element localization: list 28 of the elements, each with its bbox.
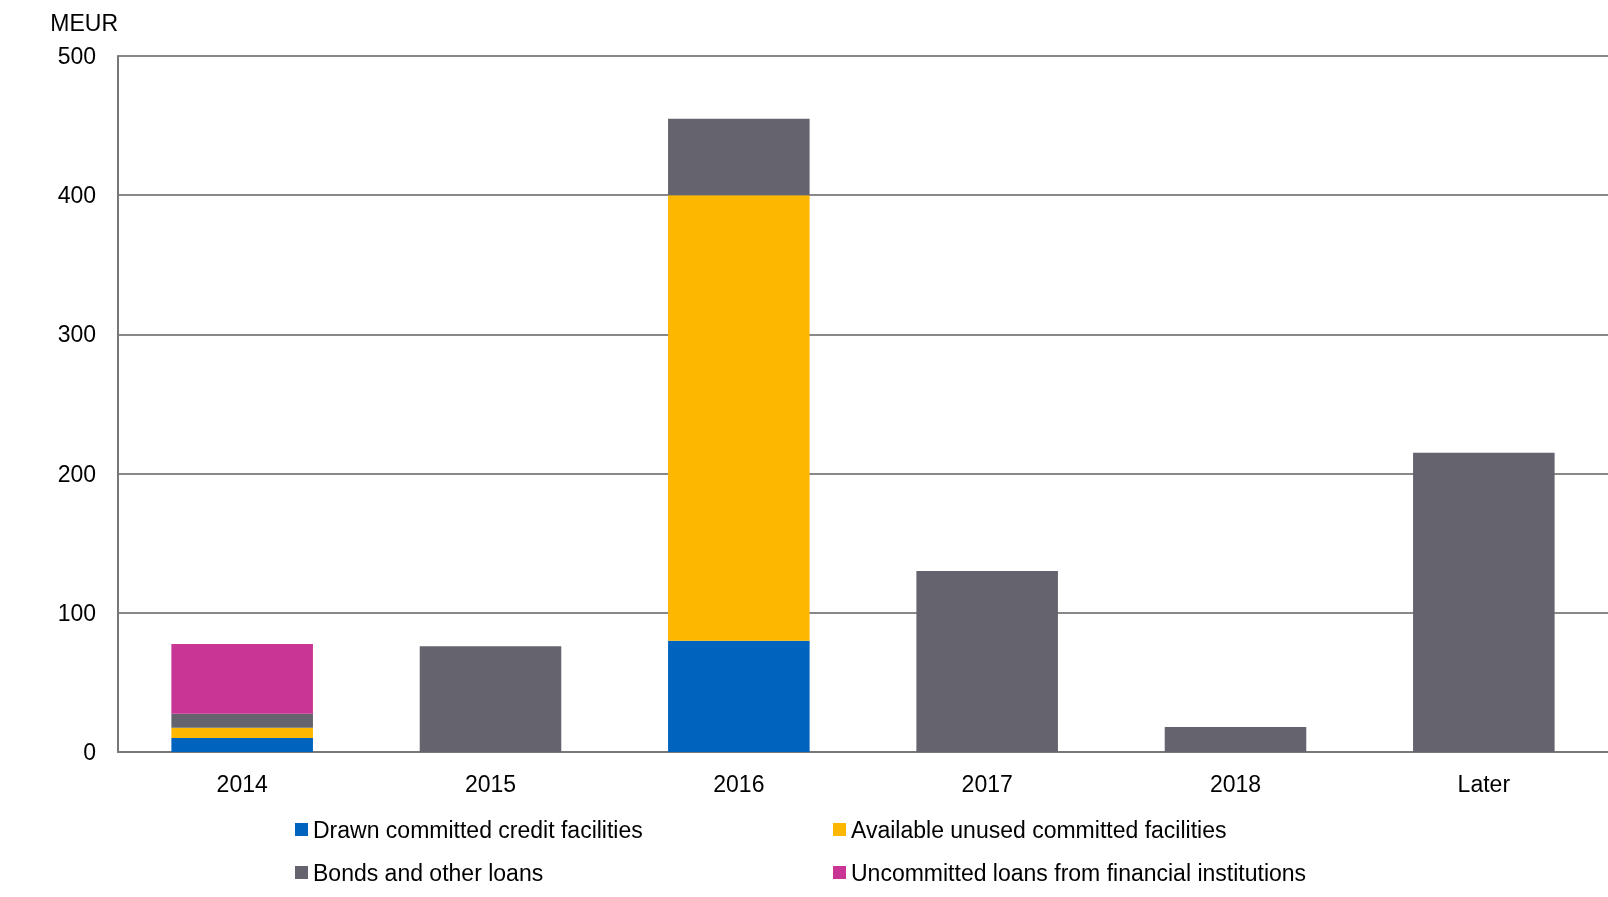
- y-tick-label: 0: [83, 739, 96, 765]
- bar: [419, 646, 562, 752]
- legend-label: Drawn committed credit facilities: [313, 816, 643, 843]
- y-tick-label: 500: [57, 43, 96, 69]
- bar: [171, 738, 313, 752]
- x-tick-label: 2016: [713, 770, 765, 797]
- x-tick-label: 2018: [1209, 770, 1262, 797]
- bar: [668, 195, 810, 641]
- bar: [668, 118, 810, 196]
- legend-label: Uncommitted loans from financial institutions: [851, 859, 1307, 886]
- y-tick-label: 400: [57, 182, 96, 209]
- bar: [1164, 726, 1307, 752]
- bar: [171, 713, 313, 728]
- x-tick-label: 2015: [464, 770, 517, 797]
- bar: [1413, 452, 1555, 752]
- x-tick-label: Later: [1457, 770, 1511, 797]
- legend-label: Available unused committed facilities: [851, 816, 1227, 843]
- x-tick-label: 2017: [961, 770, 1013, 797]
- y-axis-title: MEUR: [50, 9, 118, 36]
- x-tick-label: 2014: [216, 770, 268, 797]
- bar: [171, 644, 313, 714]
- y-tick-label: 300: [57, 321, 96, 348]
- bar: [916, 571, 1058, 752]
- y-tick-label: 200: [57, 460, 96, 487]
- bar: [668, 640, 810, 752]
- legend-label: Bonds and other loans: [313, 859, 544, 886]
- y-tick-label: 100: [57, 599, 96, 626]
- bar: [171, 727, 313, 739]
